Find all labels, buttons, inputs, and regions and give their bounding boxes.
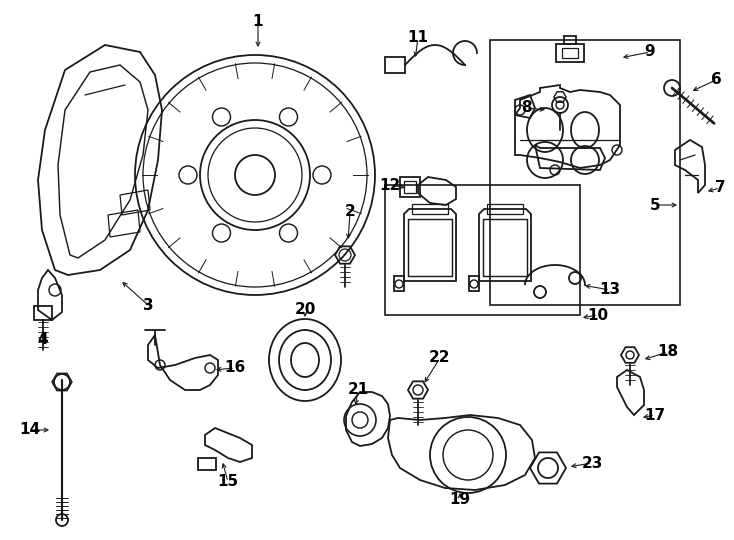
Text: 3: 3	[142, 298, 153, 313]
Bar	[562, 48, 578, 58]
Bar	[556, 44, 584, 62]
Text: 1: 1	[252, 15, 264, 30]
Text: 9: 9	[644, 44, 655, 59]
Text: 8: 8	[520, 100, 531, 116]
Text: 6: 6	[711, 72, 722, 87]
Text: 23: 23	[581, 456, 603, 470]
Text: 10: 10	[587, 307, 608, 322]
Text: 21: 21	[347, 382, 368, 397]
Bar	[404, 181, 416, 193]
Text: 19: 19	[449, 492, 470, 508]
Text: 4: 4	[37, 333, 48, 348]
Text: 22: 22	[429, 350, 451, 366]
Bar	[34, 306, 52, 320]
Bar	[385, 57, 405, 73]
Bar	[385, 185, 580, 315]
Text: 20: 20	[294, 302, 316, 318]
Text: 18: 18	[658, 345, 678, 360]
Text: 17: 17	[644, 408, 666, 422]
Text: 15: 15	[217, 475, 239, 489]
Text: 11: 11	[407, 30, 429, 45]
Bar	[400, 177, 420, 197]
Text: 7: 7	[715, 180, 725, 195]
Bar	[490, 40, 680, 305]
Bar	[198, 458, 216, 470]
Text: 14: 14	[19, 422, 40, 437]
Text: 5: 5	[650, 198, 661, 213]
Text: 12: 12	[379, 178, 401, 192]
Text: 13: 13	[600, 282, 620, 298]
Text: 2: 2	[345, 205, 355, 219]
Text: 16: 16	[225, 361, 246, 375]
